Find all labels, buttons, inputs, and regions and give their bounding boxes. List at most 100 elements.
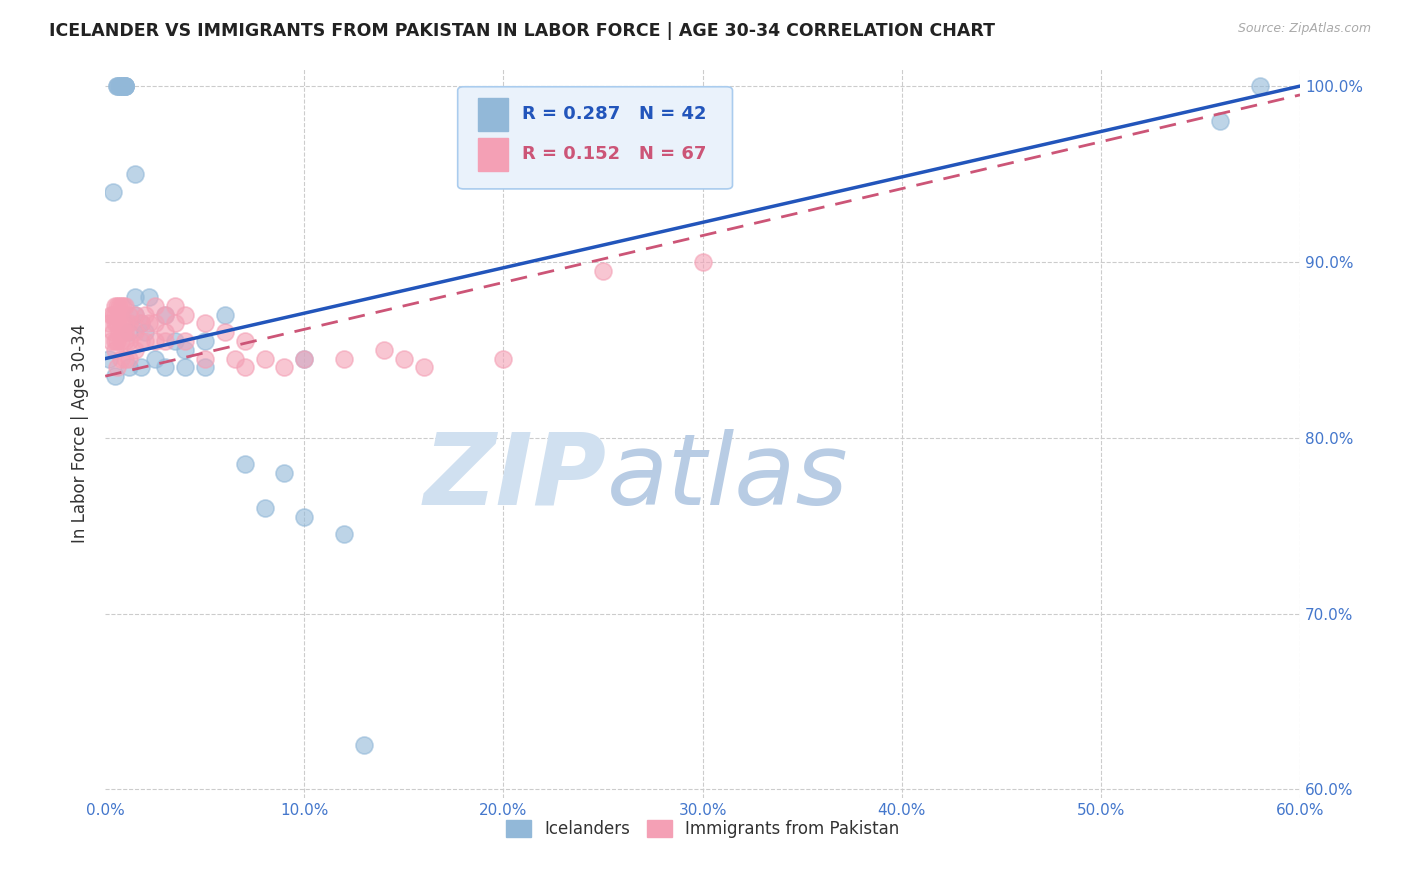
Point (124, 290, 146, 304)
Point (163, 317, 186, 331)
Point (114, 299, 136, 313)
Point (124, 308, 146, 322)
Point (112, 325, 135, 339)
Point (104, 369, 127, 384)
Point (118, 308, 141, 322)
Point (108, 308, 131, 322)
Point (104, 334, 127, 348)
Point (153, 308, 176, 322)
Point (163, 334, 186, 348)
Point (153, 360, 176, 375)
Point (292, 351, 315, 366)
Point (105, 334, 128, 348)
Point (104, 299, 127, 313)
Point (114, 79, 136, 94)
Point (153, 325, 176, 339)
Point (105, 79, 128, 94)
Point (108, 325, 131, 339)
Point (114, 334, 136, 348)
Point (98, 317, 121, 331)
Point (112, 299, 135, 313)
Point (105, 360, 128, 375)
Point (1209, 114, 1232, 128)
Point (104, 343, 127, 357)
Point (129, 317, 152, 331)
Point (253, 501, 276, 516)
Point (118, 351, 141, 366)
Point (373, 343, 395, 357)
Point (108, 79, 131, 94)
Point (114, 325, 136, 339)
Point (114, 79, 136, 94)
Point (233, 457, 256, 471)
Point (110, 317, 132, 331)
Point (292, 351, 315, 366)
Bar (478, 138, 508, 170)
Point (194, 334, 217, 348)
Bar (478, 98, 508, 130)
Point (273, 360, 295, 375)
Text: ICELANDER VS IMMIGRANTS FROM PAKISTAN IN LABOR FORCE | AGE 30-34 CORRELATION CHA: ICELANDER VS IMMIGRANTS FROM PAKISTAN IN… (49, 22, 995, 40)
Point (110, 299, 132, 313)
Point (124, 308, 146, 322)
Point (492, 351, 515, 366)
Point (592, 263, 614, 277)
Point (153, 334, 176, 348)
Text: ZIP: ZIP (425, 429, 607, 525)
Point (118, 317, 141, 331)
Point (194, 351, 217, 366)
Text: Source: ZipAtlas.com: Source: ZipAtlas.com (1237, 22, 1371, 36)
Point (173, 334, 195, 348)
Point (118, 325, 141, 339)
Point (114, 79, 136, 94)
Point (143, 299, 166, 313)
Point (100, 308, 122, 322)
Point (412, 360, 434, 375)
Point (112, 79, 135, 94)
Point (692, 255, 714, 269)
Point (134, 325, 156, 339)
Point (163, 299, 186, 313)
Point (105, 79, 128, 94)
Point (104, 317, 127, 331)
Point (143, 317, 166, 331)
Point (110, 79, 132, 94)
Point (108, 299, 131, 313)
Legend: Icelanders, Immigrants from Pakistan: Icelanders, Immigrants from Pakistan (499, 813, 905, 845)
Point (114, 79, 136, 94)
Point (104, 308, 127, 322)
Point (98, 351, 121, 366)
Point (292, 509, 315, 524)
Point (124, 167, 146, 181)
Point (129, 334, 152, 348)
Point (138, 290, 160, 304)
Point (101, 308, 124, 322)
Point (173, 343, 195, 357)
Point (153, 308, 176, 322)
Point (143, 351, 166, 366)
Point (173, 360, 195, 375)
Point (114, 317, 136, 331)
Point (114, 351, 136, 366)
Point (129, 317, 152, 331)
Point (233, 360, 256, 375)
Point (105, 299, 128, 313)
Point (143, 334, 166, 348)
Point (333, 351, 356, 366)
Point (100, 334, 122, 348)
Point (353, 739, 375, 753)
Point (173, 308, 195, 322)
Point (253, 351, 276, 366)
Point (101, 325, 124, 339)
Point (108, 79, 131, 94)
Point (214, 325, 236, 339)
Point (124, 325, 146, 339)
Point (214, 308, 236, 322)
Point (118, 360, 141, 375)
Point (273, 466, 295, 480)
Point (110, 325, 132, 339)
FancyBboxPatch shape (458, 87, 733, 189)
Point (110, 351, 132, 366)
Point (392, 351, 415, 366)
Point (134, 308, 156, 322)
